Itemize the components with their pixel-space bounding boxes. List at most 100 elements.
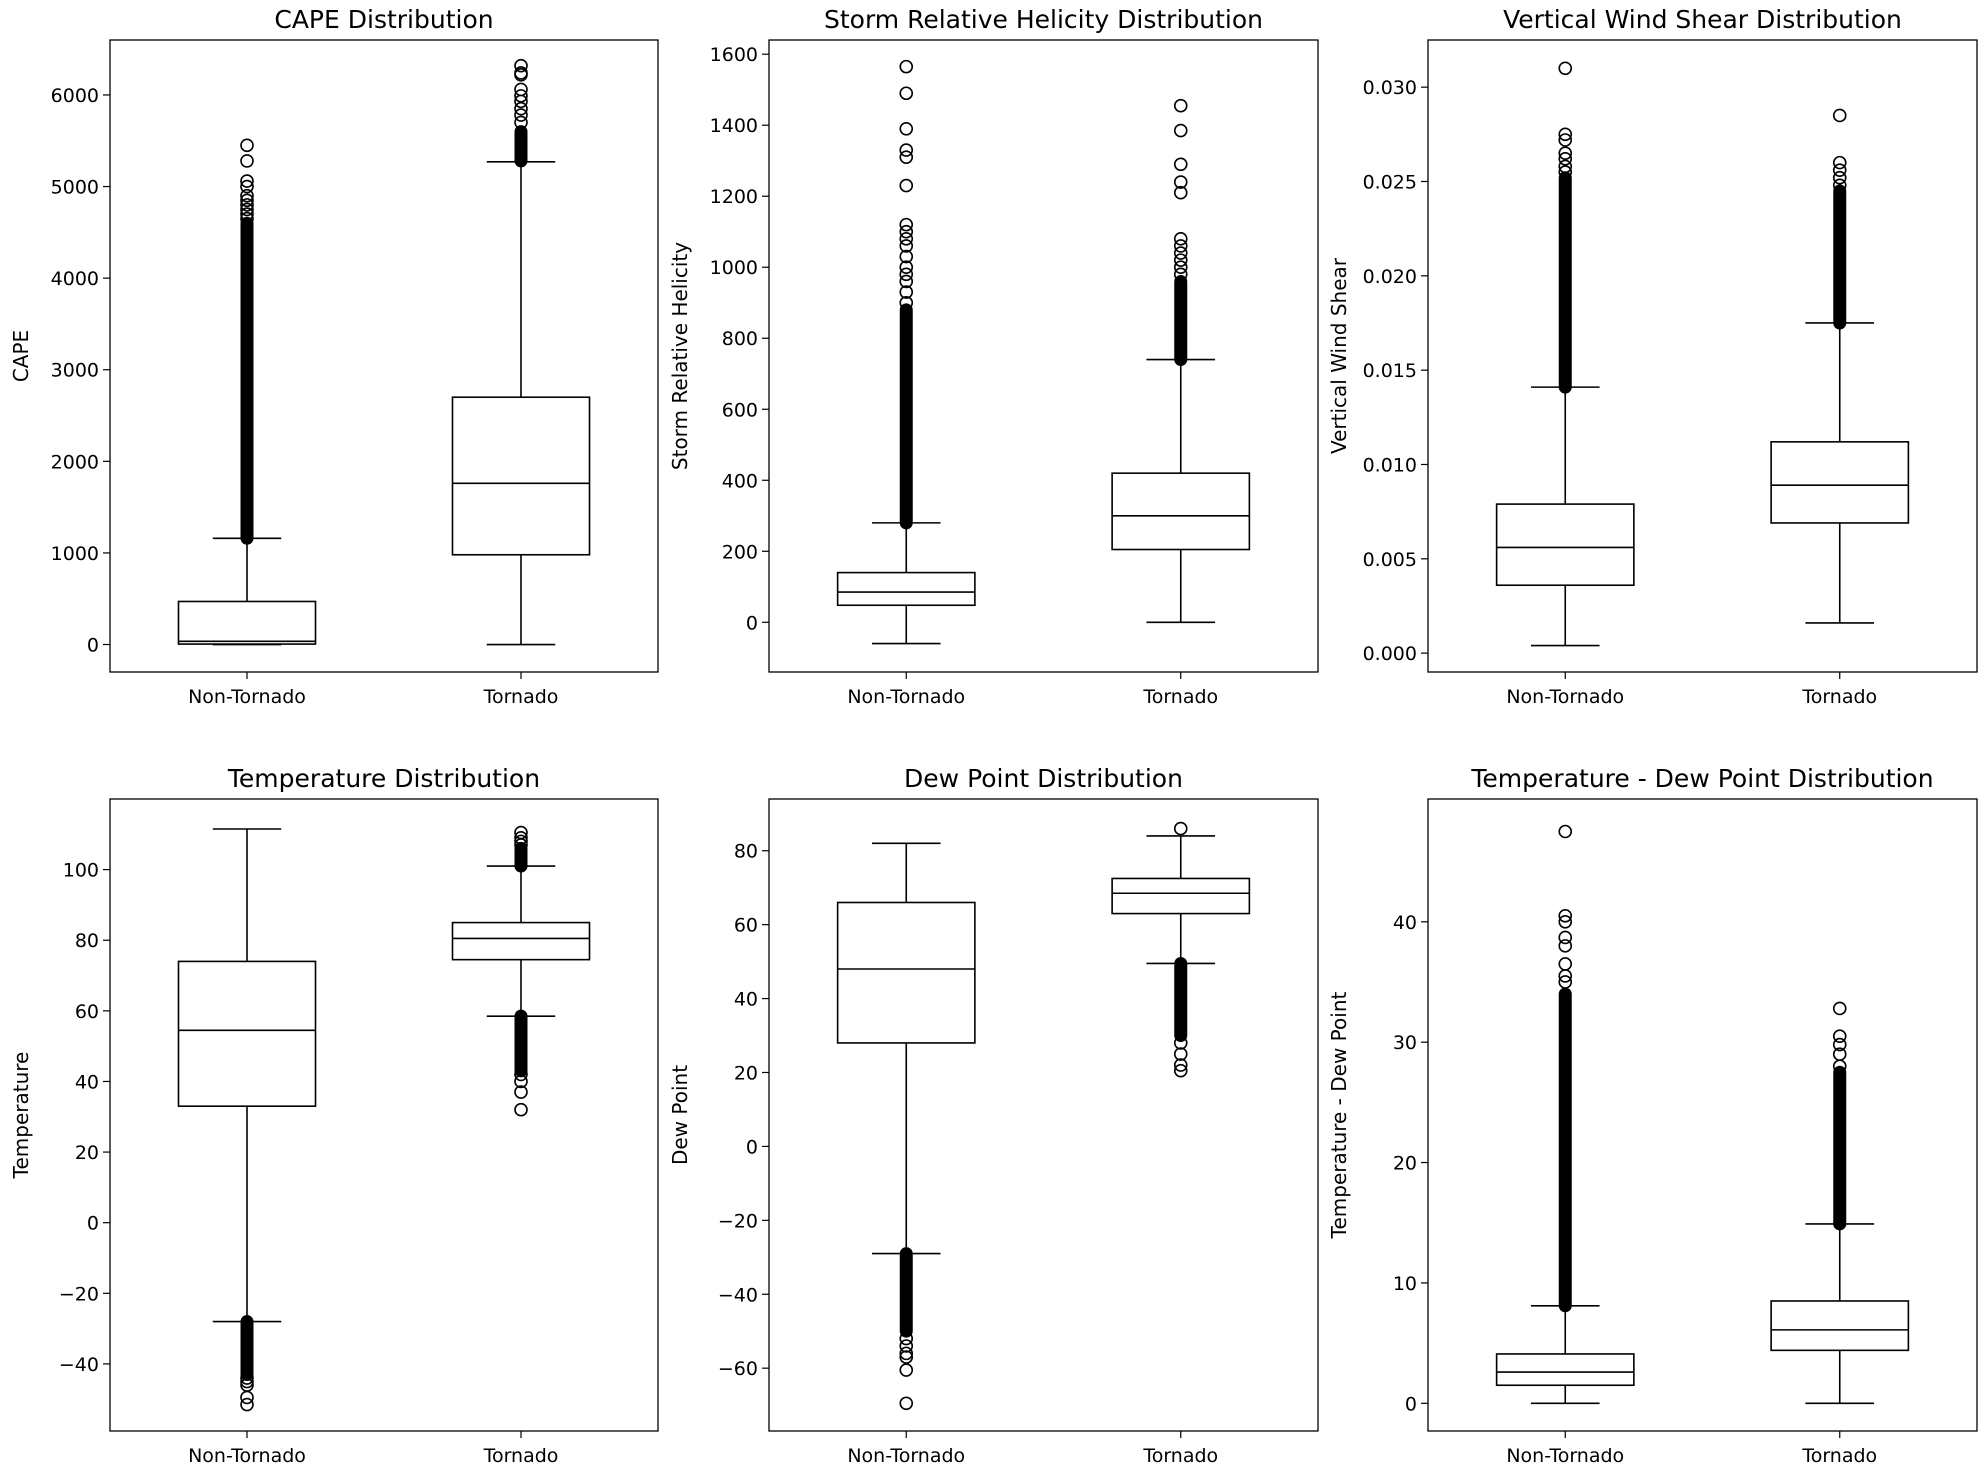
- flier-point: [899, 121, 914, 136]
- y-axis-label: Storm Relative Helicity: [668, 242, 692, 470]
- flier-point: [1558, 159, 1573, 174]
- y-axis-label: Dew Point: [668, 1065, 692, 1165]
- y-tick-label: 1000: [710, 257, 758, 279]
- iqr-box: [836, 901, 976, 1044]
- y-tick-label: 30: [1393, 1032, 1417, 1054]
- y-tick-label: 100: [63, 860, 99, 882]
- chart-title: CAPE Distribution: [274, 5, 493, 34]
- flier-point: [514, 115, 528, 130]
- plot-frame: [1427, 798, 1978, 1432]
- flier-point: [1173, 1047, 1188, 1061]
- y-tick-label: 800: [722, 328, 758, 350]
- box-non-tornado: [836, 842, 976, 1411]
- y-tick-label: 0.025: [1363, 171, 1417, 193]
- chart-title: Dew Point Distribution: [904, 764, 1183, 793]
- chart-title: Temperature Distribution: [227, 764, 540, 793]
- chart-panel-3: Vertical Wind Shear Distribution Vertical…: [1327, 5, 1978, 708]
- flier-point: [240, 1390, 254, 1405]
- flier-point: [240, 1371, 254, 1385]
- flier-point: [514, 834, 528, 849]
- flier-point: [1558, 914, 1573, 929]
- box-tornado: [451, 825, 591, 1117]
- flier-point: [240, 1374, 254, 1389]
- y-tick-label: 6000: [51, 85, 99, 107]
- box-tornado: [1770, 108, 1910, 624]
- flier-point: [899, 143, 914, 157]
- box-non-tornado: [1495, 61, 1635, 647]
- flier-point: [240, 198, 254, 212]
- chart-title: Temperature - Dew Point Distribution: [1470, 764, 1933, 793]
- box-non-tornado: [177, 828, 317, 1412]
- iqr-box: [1111, 877, 1251, 915]
- flier-point: [899, 1350, 914, 1364]
- iqr-box: [177, 600, 317, 645]
- box-non-tornado: [836, 59, 976, 645]
- x-tick-label: Non-Tornado: [1506, 1445, 1624, 1467]
- x-tick-label: Tornado: [1801, 686, 1877, 708]
- y-axis-label: Vertical Wind Shear: [1327, 257, 1351, 454]
- y-tick-label: 0.005: [1363, 549, 1417, 571]
- flier-point: [1558, 930, 1573, 945]
- x-tick-label: Tornado: [483, 686, 559, 708]
- y-axis-label: Temperature: [9, 1052, 33, 1180]
- x-tick-label: Tornado: [483, 1445, 559, 1467]
- iqr-box: [1495, 503, 1635, 587]
- iqr-box: [1111, 472, 1251, 551]
- box-tornado: [451, 58, 591, 646]
- flier-point: [1173, 123, 1188, 138]
- y-tick-label: 0: [1405, 1393, 1417, 1415]
- y-tick-label: −20: [59, 1283, 99, 1305]
- flier-point: [1558, 61, 1573, 76]
- flier-point: [899, 224, 914, 239]
- x-tick-label: Tornado: [1142, 1445, 1218, 1467]
- y-tick-label: 1000: [51, 543, 99, 565]
- y-tick-label: 10: [1393, 1273, 1417, 1295]
- flier-point: [1173, 246, 1188, 260]
- plot-frame: [768, 798, 1319, 1432]
- flier-point: [1832, 178, 1847, 193]
- y-tick-label: 0: [87, 635, 99, 657]
- flier-point: [1558, 908, 1573, 923]
- flier-point: [1832, 155, 1847, 170]
- flier-point: [240, 179, 254, 194]
- flier-point: [1173, 821, 1188, 836]
- iqr-box: [177, 960, 317, 1107]
- y-tick-label: −40: [718, 1284, 758, 1306]
- y-tick-label: 40: [75, 1071, 99, 1093]
- flier-point: [899, 274, 914, 289]
- y-tick-label: −20: [718, 1210, 758, 1232]
- y-tick-label: 1600: [710, 44, 758, 66]
- flier-point: [899, 59, 914, 74]
- flier-point: [899, 150, 914, 164]
- chart-panel-5: Dew Point Distribution Dew Point −60 −40 −20…: [668, 764, 1319, 1467]
- y-tick-label: 3000: [51, 360, 99, 382]
- y-tick-label: 1400: [710, 115, 758, 137]
- flier-point: [240, 174, 254, 188]
- y-tick-label: 2000: [51, 451, 99, 473]
- box-non-tornado: [1495, 824, 1635, 1405]
- flier-point: [899, 285, 914, 299]
- box-non-tornado: [177, 138, 317, 646]
- flier-point: [1173, 185, 1188, 200]
- flier-point: [1558, 127, 1573, 142]
- chart-panel-4: Temperature Distribution Temperature −40 −2…: [9, 764, 659, 1467]
- x-tick-label: Tornado: [1801, 1445, 1877, 1467]
- iqr-box: [1770, 1300, 1910, 1352]
- flier-point: [1173, 232, 1188, 246]
- flier-point: [899, 260, 914, 275]
- y-tick-label: 20: [1393, 1153, 1417, 1175]
- flier-point: [899, 239, 914, 253]
- flier-point: [240, 207, 254, 221]
- y-tick-label: 0: [87, 1213, 99, 1235]
- y-tick-label: 60: [75, 1001, 99, 1023]
- y-tick-label: 80: [734, 841, 758, 863]
- y-tick-label: 0.030: [1363, 77, 1417, 99]
- flier-point: [514, 825, 528, 840]
- y-tick-label: 5000: [51, 177, 99, 199]
- flier-point: [899, 86, 914, 101]
- flier-point: [240, 202, 254, 217]
- flier-point: [899, 178, 914, 193]
- box-tornado: [1111, 98, 1251, 624]
- flier-point: [1173, 157, 1188, 172]
